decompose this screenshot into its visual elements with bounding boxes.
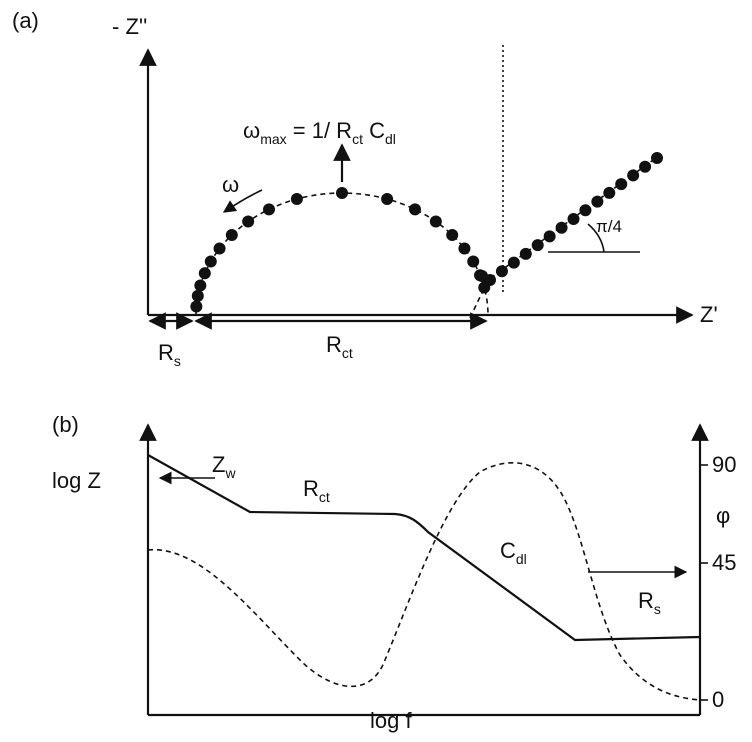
angle-label: π/4 bbox=[596, 217, 622, 236]
subscript: ct bbox=[319, 489, 330, 505]
panel-b: (b) log Z φ log f Zw Rct Cdl Rs 90 45 0 bbox=[52, 412, 736, 733]
data-point bbox=[225, 228, 238, 241]
data-point bbox=[627, 169, 640, 182]
phase-curve bbox=[147, 462, 701, 701]
rct-label: Rct bbox=[303, 476, 330, 505]
data-point bbox=[458, 242, 471, 255]
text-run: 0 bbox=[712, 687, 724, 712]
data-point bbox=[194, 279, 207, 292]
data-point bbox=[555, 221, 568, 234]
data-point bbox=[446, 228, 459, 241]
text-run: Z bbox=[212, 452, 225, 477]
data-point bbox=[495, 265, 508, 278]
text-run: R bbox=[158, 340, 174, 365]
angle-arc bbox=[587, 223, 605, 253]
text-run: log Z bbox=[52, 468, 101, 493]
text-run: φ bbox=[716, 503, 730, 528]
text-run: R bbox=[638, 588, 654, 613]
data-point bbox=[381, 192, 394, 205]
y-axis-label: - Z'' bbox=[112, 14, 147, 39]
rct-label: Rct bbox=[326, 332, 353, 361]
subscript: dl bbox=[516, 551, 527, 567]
warburg-line bbox=[469, 154, 661, 319]
data-point bbox=[579, 204, 592, 217]
text-run: - Z'' bbox=[112, 14, 147, 39]
tick-label: 0 bbox=[712, 687, 724, 712]
data-point bbox=[543, 230, 556, 243]
zw-label: Zw bbox=[212, 452, 236, 481]
right-axis-label: φ bbox=[716, 503, 730, 528]
data-point bbox=[242, 215, 255, 228]
data-point bbox=[204, 255, 217, 268]
data-point bbox=[591, 195, 604, 208]
text-run: 45 bbox=[712, 550, 736, 575]
subscript: ct bbox=[352, 131, 363, 147]
data-points bbox=[190, 152, 663, 313]
text-run: (b) bbox=[52, 412, 79, 437]
text-run: C bbox=[363, 118, 385, 143]
data-point bbox=[198, 267, 211, 280]
semicircle bbox=[195, 192, 489, 316]
subscript: w bbox=[224, 465, 236, 481]
log-z-curve bbox=[147, 454, 701, 642]
text-run: ω bbox=[222, 172, 239, 197]
panel-a: (a) - Z'' Z' ωmax = 1/ Rct Cdl ω π/4 Rs … bbox=[12, 8, 718, 369]
tick-label: 90 bbox=[712, 452, 736, 477]
data-point bbox=[467, 255, 480, 268]
data-point bbox=[639, 160, 652, 173]
data-point bbox=[603, 186, 616, 199]
rs-label: Rs bbox=[158, 340, 181, 369]
data-point bbox=[190, 300, 203, 313]
omega-max-label: ωmax = 1/ Rct Cdl bbox=[243, 118, 396, 147]
text-run: π/4 bbox=[596, 217, 622, 236]
data-point bbox=[263, 203, 275, 216]
left-axis-label: log Z bbox=[52, 468, 101, 493]
data-point bbox=[507, 256, 520, 269]
x-axis-label: Z' bbox=[700, 302, 718, 327]
data-point bbox=[484, 274, 496, 286]
text-run: R bbox=[303, 476, 319, 501]
panel-label: (a) bbox=[12, 8, 39, 33]
text-run: ω bbox=[243, 118, 260, 143]
omega-direction bbox=[222, 189, 263, 213]
data-point bbox=[531, 239, 544, 252]
data-point bbox=[651, 152, 663, 164]
data-point bbox=[191, 289, 204, 302]
rs-label: Rs bbox=[638, 588, 661, 617]
data-point bbox=[615, 178, 628, 191]
cdl-label: Cdl bbox=[500, 538, 527, 567]
subscript: ct bbox=[342, 345, 353, 361]
data-point bbox=[213, 242, 226, 255]
data-point bbox=[567, 213, 580, 225]
panel-label: (b) bbox=[52, 412, 79, 437]
data-point bbox=[519, 247, 532, 260]
subscript: s bbox=[654, 601, 661, 617]
text-run: Z' bbox=[700, 302, 718, 327]
text-run: log f bbox=[370, 708, 412, 733]
data-point bbox=[290, 192, 303, 205]
text-run: = 1/ R bbox=[287, 118, 352, 143]
x-axis-label: log f bbox=[370, 708, 412, 733]
tick-label: 45 bbox=[712, 550, 736, 575]
data-point bbox=[336, 187, 348, 199]
text-run: 90 bbox=[712, 452, 736, 477]
text-run: (a) bbox=[12, 8, 39, 33]
subscript: dl bbox=[385, 131, 396, 147]
text-run: R bbox=[326, 332, 342, 357]
subscript: s bbox=[174, 353, 181, 369]
data-point bbox=[409, 203, 421, 216]
text-run: C bbox=[500, 538, 516, 563]
data-point bbox=[429, 215, 442, 228]
omega-label: ω bbox=[222, 172, 239, 197]
subscript: max bbox=[260, 131, 286, 147]
